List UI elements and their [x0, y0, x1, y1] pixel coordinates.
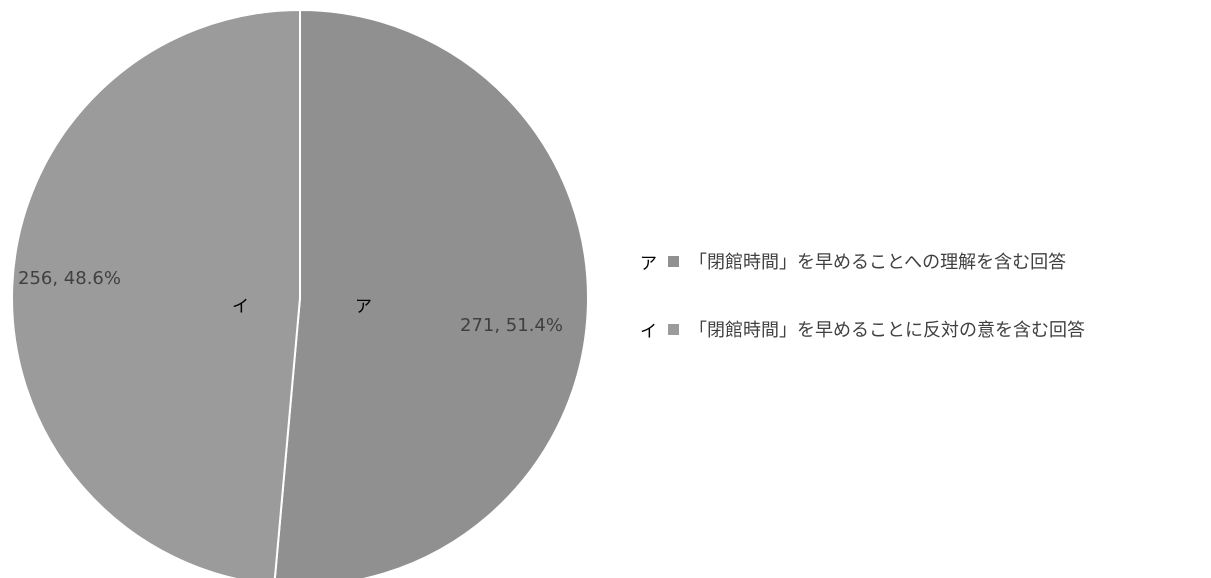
legend-marker-a: ア: [640, 253, 657, 274]
legend-swatch-a: [668, 255, 679, 267]
slice-label-a: 271, 51.4%: [460, 315, 563, 336]
legend-marker-i: イ: [640, 321, 657, 342]
slice-marker-a: ア: [355, 297, 372, 317]
legend-swatch-i: [668, 323, 679, 335]
slice-marker-i: イ: [232, 297, 249, 317]
legend: ア 「閉館時間」を早めることへの理解を含む回答 イ 「閉館時間」を早めることに反…: [640, 244, 1085, 380]
pie-slice-i: [11, 8, 301, 578]
legend-text-i: 「閉館時間」を早めることに反対の意を含む回答: [689, 320, 1085, 341]
slice-label-i: 256, 48.6%: [18, 268, 121, 289]
pie-slices: [11, 8, 590, 578]
legend-item-i: イ 「閉館時間」を早めることに反対の意を含む回答: [640, 312, 1085, 346]
legend-text-a: 「閉館時間」を早めることへの理解を含む回答: [689, 252, 1067, 273]
legend-item-a: ア 「閉館時間」を早めることへの理解を含む回答: [640, 244, 1085, 278]
pie-slice-a: [273, 8, 590, 578]
